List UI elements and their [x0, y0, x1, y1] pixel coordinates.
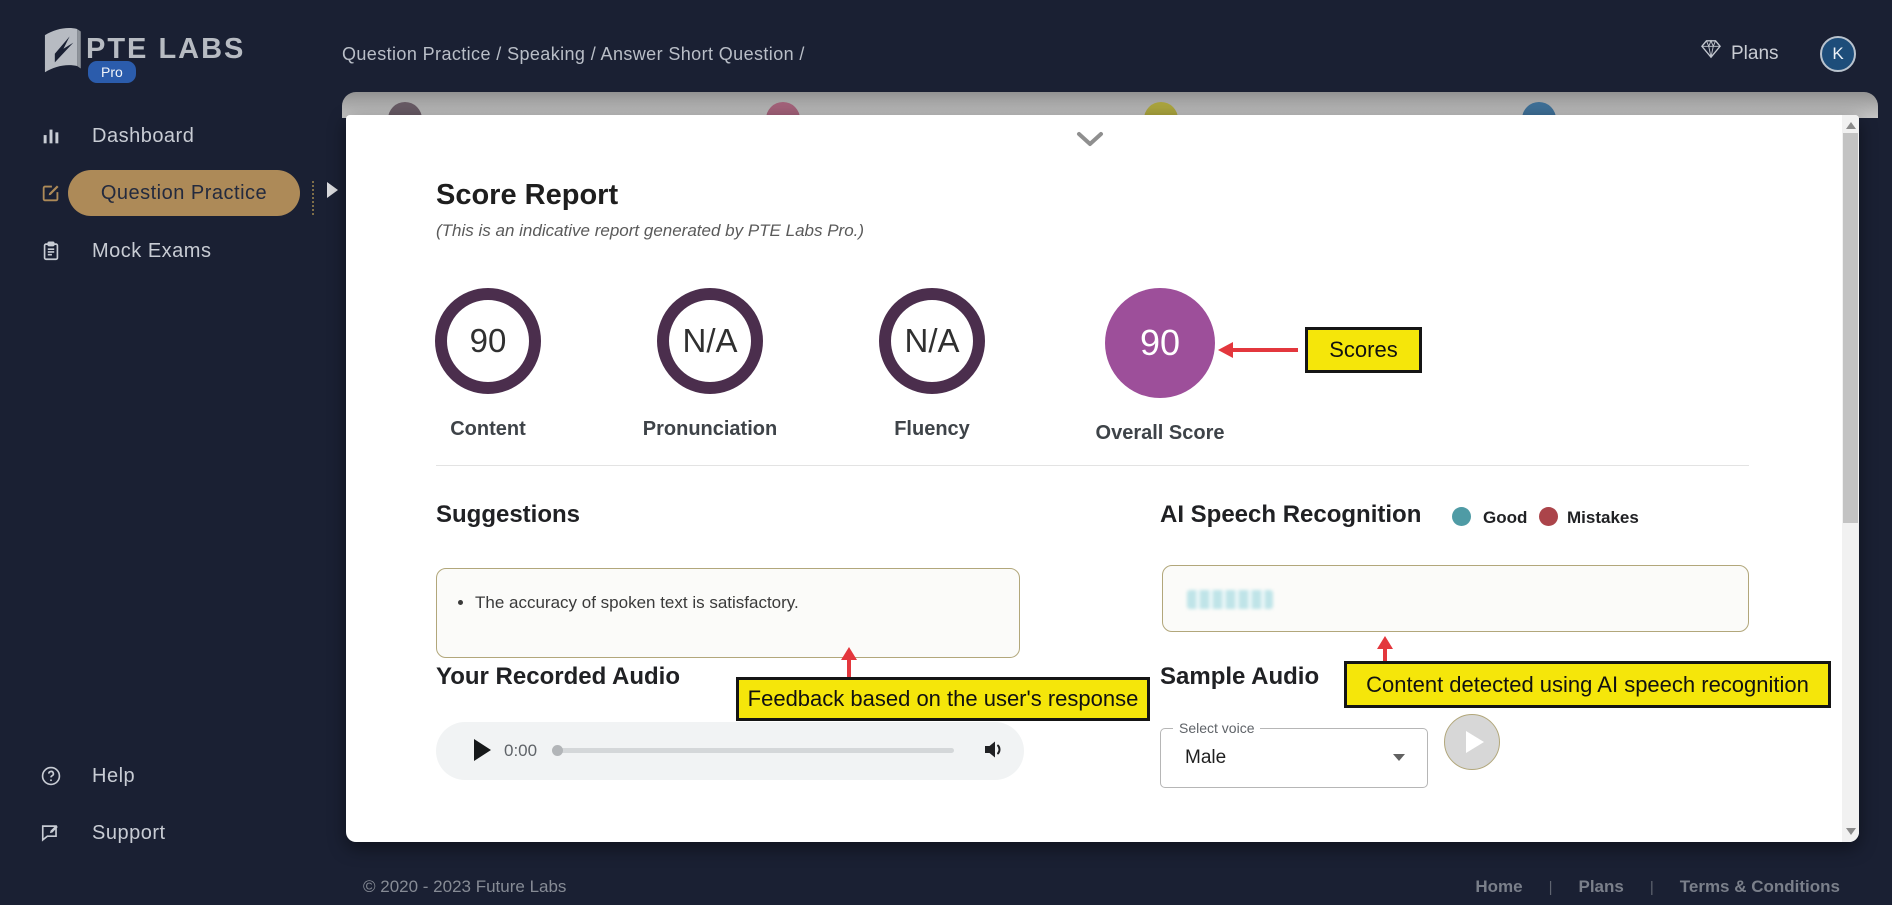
pro-badge: Pro	[88, 61, 136, 83]
recognition-heading: AI Speech Recognition	[1160, 501, 1422, 528]
sidebar-item-label: Question Practice	[100, 181, 268, 204]
voice-select-value: Male	[1185, 747, 1227, 768]
avatar[interactable]: K	[1820, 36, 1856, 72]
chevron-down-icon[interactable]	[1076, 131, 1104, 153]
scroll-up-icon[interactable]	[1846, 122, 1856, 129]
clipboard-icon	[40, 240, 62, 262]
score-circle: N/A	[657, 288, 763, 394]
footer-link-home[interactable]: Home	[1475, 877, 1523, 896]
score-label: Pronunciation	[642, 418, 778, 440]
mistakes-dot-icon	[1539, 507, 1558, 526]
edit-icon	[40, 182, 62, 204]
background-card-top	[342, 92, 1878, 118]
score-label: Overall Score	[1095, 422, 1225, 444]
good-dot-icon	[1452, 507, 1471, 526]
avatar-initial: K	[1832, 44, 1844, 63]
suggestions-box: The accuracy of spoken text is satisfact…	[436, 568, 1020, 658]
scrollbar-thumb[interactable]	[1843, 133, 1858, 523]
audio-seek-slider[interactable]	[552, 745, 954, 756]
audio-player[interactable]: 0:00	[436, 722, 1024, 780]
sidebar-item-help[interactable]: Help	[0, 753, 320, 799]
plans-link[interactable]: Plans	[1731, 43, 1779, 64]
footer-link-plans[interactable]: Plans	[1578, 877, 1624, 896]
sidebar-item-mock-exams[interactable]: Mock Exams	[0, 228, 320, 274]
report-subtitle: (This is an indicative report generated …	[436, 221, 865, 240]
hidden-score-circle	[1144, 102, 1178, 118]
footer-separator: |	[1649, 878, 1654, 896]
suggestion-item: The accuracy of spoken text is satisfact…	[475, 593, 1019, 613]
play-icon	[1465, 731, 1484, 753]
annotation-feedback: Feedback based on the user's response	[736, 677, 1150, 721]
help-icon	[40, 765, 62, 787]
annotation-arrow-up	[841, 647, 857, 660]
sidebar-item-label: Dashboard	[92, 124, 195, 147]
sidebar-item-question-practice[interactable]: Question Practice	[0, 170, 320, 216]
app-logo-icon	[40, 24, 82, 81]
sample-play-button[interactable]	[1444, 714, 1500, 770]
voice-select[interactable]: Select voice Male	[1160, 720, 1428, 788]
footer-link-terms[interactable]: Terms & Conditions	[1679, 877, 1840, 896]
annotation-content: Content detected using AI speech recogni…	[1344, 661, 1831, 708]
score-circle: 90	[1105, 288, 1215, 398]
audio-time: 0:00	[504, 741, 538, 760]
annotation-scores: Scores	[1305, 327, 1422, 373]
score-pronunciation: N/A Pronunciation	[620, 288, 800, 441]
scroll-down-icon[interactable]	[1846, 828, 1856, 835]
annotation-arrow-shaft	[1232, 348, 1298, 352]
recognition-box	[1162, 565, 1749, 632]
sidebar-expand-icon[interactable]	[327, 182, 338, 198]
redacted-recognized-text	[1187, 590, 1273, 609]
score-circle: 90	[435, 288, 541, 394]
hidden-score-circle	[1522, 102, 1556, 118]
gem-icon	[1700, 39, 1722, 64]
copyright: © 2020 - 2023 Future Labs	[363, 877, 567, 896]
sidebar-item-dashboard[interactable]: Dashboard	[0, 113, 320, 159]
annotation-arrow-shaft	[1383, 648, 1387, 661]
hidden-score-circle	[766, 102, 800, 118]
volume-icon[interactable]	[982, 737, 1006, 766]
score-overall: 90 Overall Score	[1070, 288, 1250, 445]
sidebar-item-label: Mock Exams	[92, 239, 212, 262]
score-content: 90 Content	[398, 288, 578, 441]
audio-seek-thumb[interactable]	[552, 745, 563, 756]
sidebar-active-pill: Question Practice	[68, 170, 300, 216]
voice-select-label: Select voice	[1173, 720, 1261, 736]
app-title: PTE LABS	[86, 33, 246, 65]
page-title: Score Report	[436, 179, 619, 211]
sidebar-resize-handle[interactable]	[312, 181, 314, 215]
sidebar-item-support[interactable]: Support	[0, 810, 320, 856]
hidden-score-circle	[388, 102, 422, 118]
recorded-audio-heading: Your Recorded Audio	[436, 663, 681, 690]
score-label: Content	[450, 418, 526, 440]
sample-audio-heading: Sample Audio	[1160, 663, 1320, 690]
annotation-arrow-left	[1218, 342, 1233, 358]
support-icon	[40, 822, 62, 844]
score-report-modal: Score Report (This is an indicative repo…	[346, 115, 1859, 842]
footer-separator: |	[1548, 878, 1553, 896]
caret-down-icon	[1393, 754, 1405, 761]
breadcrumb: Question Practice / Speaking / Answer Sh…	[342, 44, 805, 64]
score-label: Fluency	[894, 418, 970, 440]
footer-links: Home | Plans | Terms & Conditions	[1475, 877, 1840, 897]
suggestions-heading: Suggestions	[436, 501, 581, 528]
sidebar-item-label: Support	[92, 821, 166, 844]
bar-chart-icon	[40, 125, 62, 147]
divider	[436, 465, 1749, 466]
annotation-arrow-shaft	[847, 659, 851, 677]
legend-good: Good	[1483, 508, 1528, 527]
sidebar-item-label: Help	[92, 764, 136, 787]
score-circle: N/A	[879, 288, 985, 394]
annotation-arrow-up	[1377, 636, 1393, 649]
score-fluency: N/A Fluency	[842, 288, 1022, 441]
play-icon[interactable]	[474, 739, 491, 761]
modal-scrollbar[interactable]	[1842, 115, 1859, 842]
legend-mistakes: Mistakes	[1567, 508, 1639, 527]
